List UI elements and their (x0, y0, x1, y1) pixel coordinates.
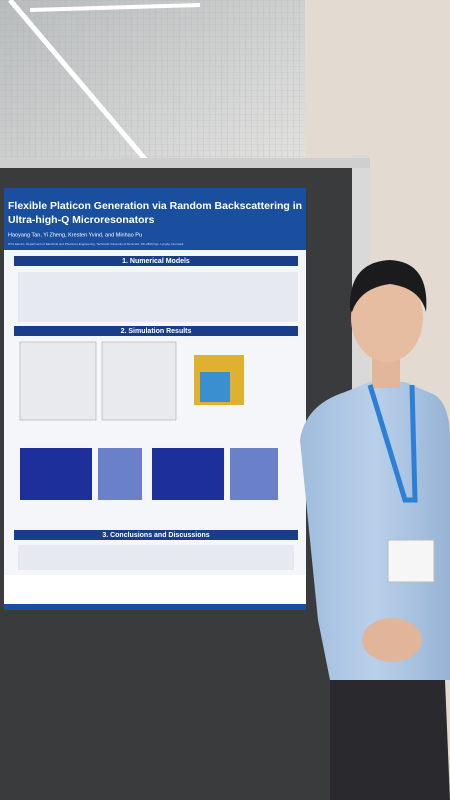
ceiling-light (8, 0, 152, 167)
poster-title: Ultra-high-Q Microresonators (8, 214, 155, 226)
poster-affiliation: DTU Electro, Department of Electrical an… (8, 242, 184, 246)
section-bar (14, 530, 298, 540)
section-bar (14, 326, 298, 336)
poster-header (4, 188, 306, 250)
section-heading: 2. Simulation Results (121, 328, 192, 335)
lanyard (367, 384, 418, 503)
equations (18, 272, 298, 322)
section-heading: 3. Conclusions and Discussions (102, 532, 209, 539)
figure (98, 448, 142, 500)
conclusions-text (18, 545, 294, 570)
figure (20, 448, 92, 500)
figure (19, 341, 97, 421)
figure (152, 448, 224, 500)
figure-3d (200, 372, 230, 402)
logos (4, 575, 306, 605)
figure (230, 448, 278, 500)
face (351, 274, 423, 362)
figure (101, 341, 177, 421)
section-bar (14, 256, 298, 266)
trousers (330, 680, 450, 800)
section-heading: 1. Numerical Models (122, 258, 190, 265)
poster-authors: Haoyang Tan, Yi Zheng, Kresten Yvind, an… (8, 232, 142, 238)
badge (387, 539, 435, 583)
poster-footer (4, 604, 306, 610)
hands (362, 618, 422, 662)
ceiling-light (29, 3, 201, 12)
ceiling-grid (0, 0, 305, 180)
hair (349, 260, 427, 312)
poster-title: Flexible Platicon Generation via Random … (8, 200, 302, 212)
board-frame (0, 158, 370, 168)
